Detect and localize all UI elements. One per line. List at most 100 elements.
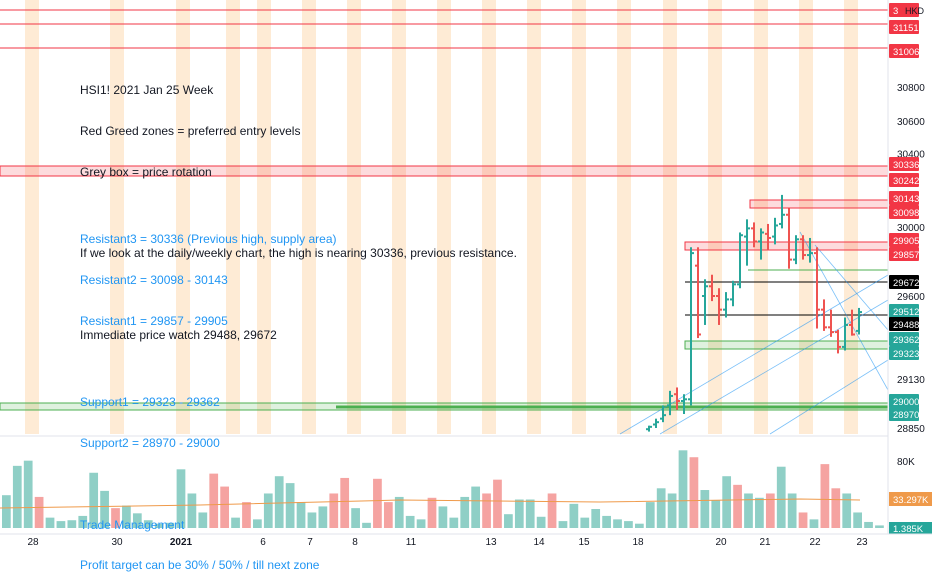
session-band	[25, 0, 39, 434]
volume-bar	[449, 517, 459, 528]
volume-bar	[580, 517, 590, 528]
price-level-badge	[889, 191, 919, 205]
note-line: Trade Management	[80, 517, 185, 532]
note-line: Resistant2 = 30098 - 30143	[80, 272, 228, 287]
level-lines	[0, 9, 888, 409]
session-band	[392, 0, 406, 434]
volume-bar	[722, 476, 732, 528]
price-level-badge	[889, 304, 919, 318]
volume-bar	[67, 520, 77, 528]
volume-bar	[12, 465, 22, 528]
volume-bar	[733, 484, 742, 528]
price-tick-label: 30000	[897, 223, 925, 234]
price-level-label: 28970	[893, 410, 919, 421]
volume-last-label: 1.385K	[893, 524, 924, 535]
note-line	[80, 478, 336, 492]
volume-bar	[711, 500, 721, 528]
volume-bar	[569, 503, 579, 528]
price-level-label: 31151	[893, 23, 919, 34]
time-tick-label: 21	[759, 537, 771, 548]
session-band	[799, 0, 813, 434]
volume-bar	[220, 486, 230, 528]
price-bars	[646, 194, 862, 432]
time-tick-label: 20	[715, 537, 727, 548]
time-tick-label: 18	[632, 537, 644, 548]
volume-bar	[493, 479, 502, 528]
session-band	[226, 0, 240, 434]
volume-bar	[842, 493, 852, 528]
volume-bar	[787, 493, 797, 528]
price-level-label: 29488	[893, 320, 919, 331]
volume-bar	[373, 478, 382, 528]
volume-bar	[318, 506, 328, 528]
time-tick-label: 8	[352, 537, 358, 548]
volume-bar	[45, 517, 55, 528]
note-line: Resistant3 = 30336 (Previous high, suppl…	[80, 232, 337, 247]
trend-line	[814, 244, 889, 331]
time-tick-label: 28	[27, 537, 39, 548]
price-level-label: 29672	[893, 278, 919, 289]
price-level-label: 29000	[893, 397, 919, 408]
price-tick-label: 28850	[897, 424, 925, 435]
volume-bar	[765, 493, 775, 528]
volume-bar	[558, 521, 568, 528]
price-level-label: 30242	[893, 176, 919, 187]
price-level-badge	[889, 3, 919, 17]
volume-bar	[198, 512, 208, 528]
volume-bar	[875, 525, 884, 528]
volume-bar	[351, 508, 360, 528]
volume-bar	[274, 476, 284, 528]
zone-resistant1	[684, 241, 889, 251]
volume-bar	[460, 496, 470, 528]
session-band	[176, 0, 190, 434]
price-level-label: 30336	[893, 160, 919, 171]
session-band	[110, 0, 124, 434]
price-level-badge	[889, 205, 919, 219]
price-level-badge	[889, 394, 919, 408]
price-level-label: 30098	[893, 208, 919, 219]
chart[interactable]: 30800 30600 30400 30000 29600 29130 28850 3 3115…	[0, 0, 932, 550]
volume-bar	[624, 521, 633, 528]
volume-bar	[864, 521, 873, 528]
price-level-label: 29323	[893, 349, 919, 360]
trend-line	[769, 359, 889, 435]
trend-line	[799, 231, 889, 391]
levels-note: Resistant3 = 30336 (Previous high, suppl…	[80, 206, 336, 587]
volume-bar	[329, 493, 339, 528]
note-line: Grey box = price rotation	[80, 164, 212, 179]
volume-bar	[798, 512, 808, 528]
volume-bar	[536, 516, 546, 528]
price-level-label: 3	[893, 6, 898, 17]
volume-bar	[143, 520, 153, 528]
volume-bar	[471, 486, 481, 528]
volume-bar	[242, 502, 251, 528]
volume-bar	[154, 523, 164, 528]
analysis-note: HSI1! 2021 Jan 25 Week Red Greed zones =…	[80, 57, 517, 356]
price-level-badge	[889, 275, 919, 289]
time-tick-label: 30	[111, 537, 123, 548]
price-level-label: 31006	[893, 47, 919, 58]
time-tick-label: 6	[260, 537, 266, 548]
volume-bar	[296, 502, 306, 528]
volume-bar	[165, 522, 175, 528]
note-line: Red Greed zones = preferred entry levels	[80, 123, 301, 138]
volume-bar	[776, 466, 786, 528]
currency-label: HKD	[905, 6, 925, 16]
volume-bar	[132, 513, 142, 528]
price-level-badge	[889, 332, 919, 346]
volume-bar	[405, 515, 415, 528]
volume-bar	[613, 519, 622, 528]
time-tick-label: 2021	[170, 537, 193, 548]
session-band	[527, 0, 541, 434]
volume-bar	[122, 505, 131, 528]
volume-bar	[667, 493, 677, 528]
price-level-badge	[889, 44, 919, 58]
volume-bar	[700, 490, 710, 528]
volume-ma-label: 33.297K	[893, 495, 929, 506]
note-title: HSI1! 2021 Jan 25 Week	[80, 83, 214, 98]
price-level-badge	[889, 317, 919, 331]
session-band	[302, 0, 316, 434]
volume-bar	[34, 496, 44, 528]
volume-last-badge	[889, 522, 932, 534]
session-bands	[25, 0, 858, 434]
